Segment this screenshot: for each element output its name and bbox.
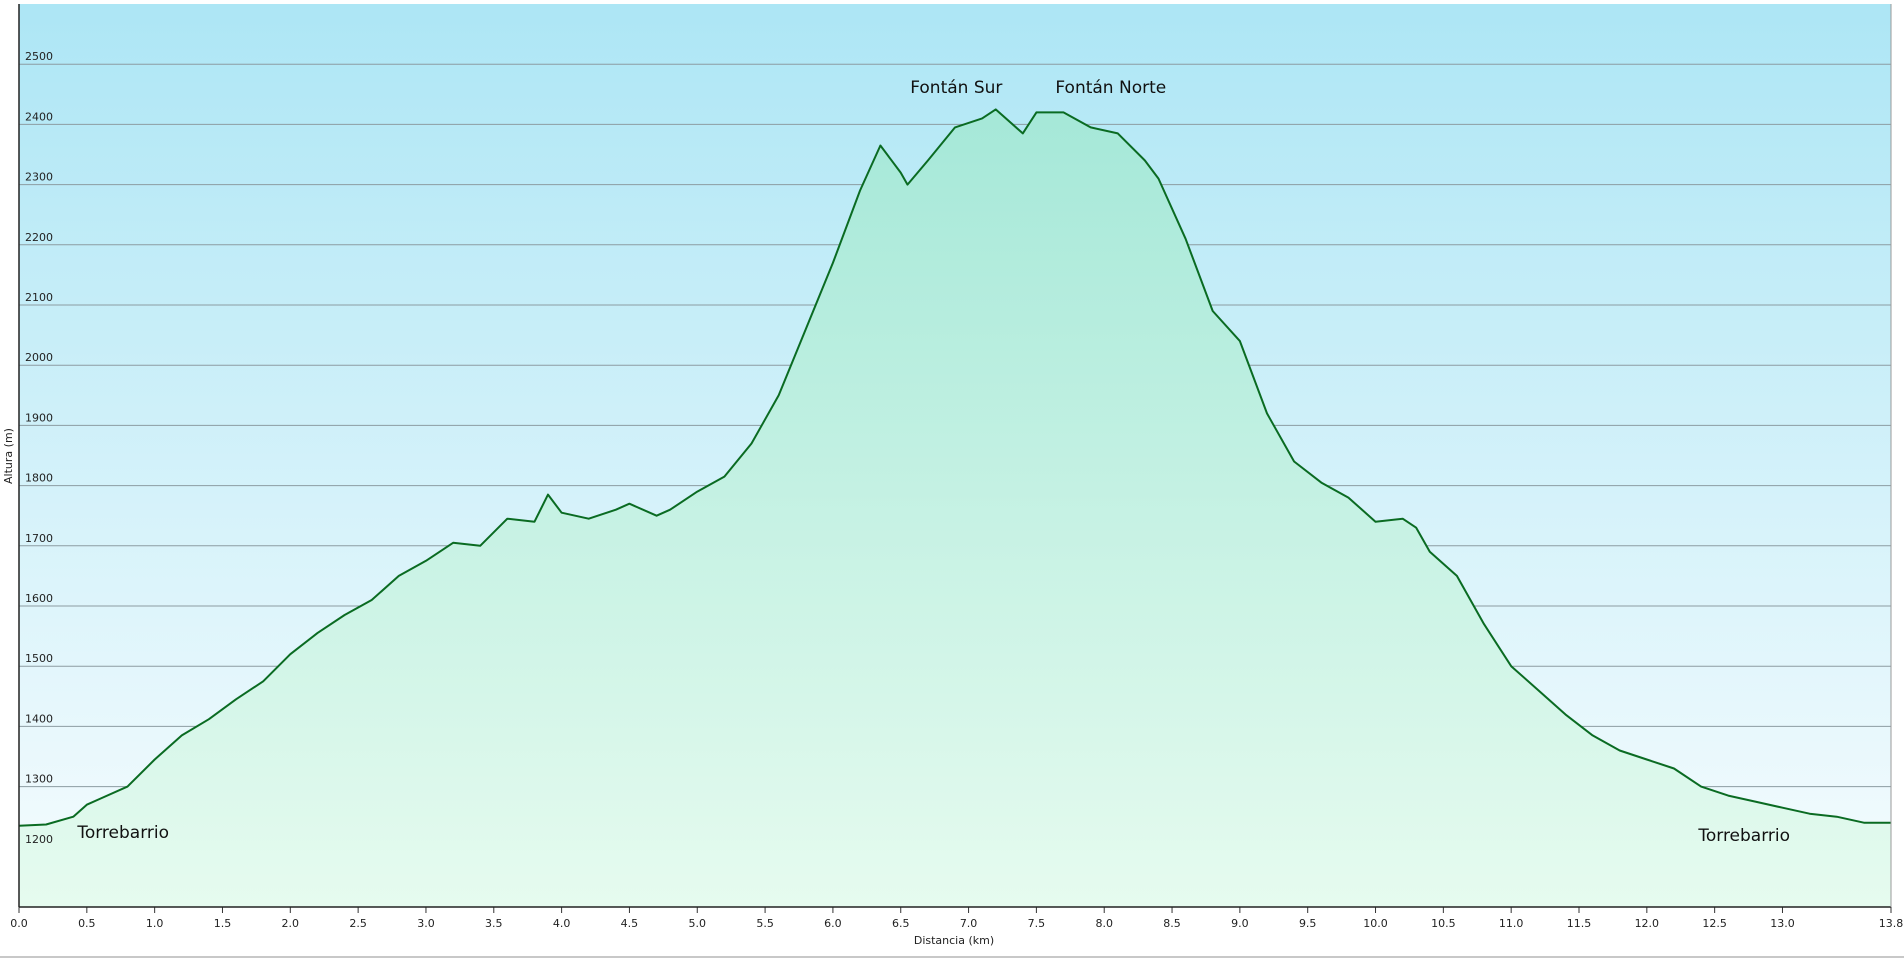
x-tick-label: 1.0 xyxy=(146,917,164,930)
x-tick-label: 1.5 xyxy=(214,917,232,930)
x-tick-label: 13.0 xyxy=(1770,917,1795,930)
annotation: Torrebarrio xyxy=(1697,826,1790,846)
y-tick-label: 2300 xyxy=(25,171,53,184)
x-tick-label: 11.5 xyxy=(1567,917,1592,930)
y-tick-label: 2200 xyxy=(25,231,53,244)
x-tick-label: 6.0 xyxy=(824,917,842,930)
x-tick-label: 11.0 xyxy=(1499,917,1524,930)
x-tick-label: 3.0 xyxy=(417,917,435,930)
x-tick-label: 9.0 xyxy=(1231,917,1249,930)
x-tick-label: 2.5 xyxy=(349,917,367,930)
x-tick-label: 4.5 xyxy=(621,917,639,930)
x-tick-label: 0.0 xyxy=(10,917,28,930)
x-tick-label: 13.8 xyxy=(1879,917,1904,930)
x-tick-label: 4.0 xyxy=(553,917,571,930)
x-tick-label: 6.5 xyxy=(892,917,910,930)
x-tick-label: 3.5 xyxy=(485,917,503,930)
y-tick-label: 1600 xyxy=(25,592,53,605)
x-tick-label: 8.0 xyxy=(1095,917,1113,930)
x-tick-label: 12.0 xyxy=(1635,917,1660,930)
y-tick-label: 1900 xyxy=(25,411,53,424)
y-tick-label: 1300 xyxy=(25,773,53,786)
y-tick-label: 1500 xyxy=(25,652,53,665)
profile-line xyxy=(18,108,1891,827)
x-tick-label: 2.0 xyxy=(282,917,300,930)
y-tick-label: 2000 xyxy=(25,351,53,364)
y-axis-label: Altura (m) xyxy=(2,428,15,484)
marks xyxy=(18,108,1891,907)
labels: 1200 1300 1400 1500 1600 1700 1800 1900 2000 2100… xyxy=(10,4,1903,930)
annotation: Fontán Norte xyxy=(1055,78,1166,98)
y-tick-label: 1800 xyxy=(25,472,53,485)
x-tick-label: 8.5 xyxy=(1163,917,1181,930)
annotation: Torrebarrio xyxy=(76,823,169,843)
x-tick-label: 7.0 xyxy=(960,917,978,930)
x-tick-label: 5.5 xyxy=(756,917,774,930)
y-tick-label: 1400 xyxy=(25,712,53,725)
x-tick-label: 10.0 xyxy=(1363,917,1388,930)
x-tick-label: 12.5 xyxy=(1702,917,1727,930)
x-tick-label: 7.5 xyxy=(1028,917,1046,930)
x-tick-label: 5.0 xyxy=(689,917,707,930)
x-axis-label: Distancia (km) xyxy=(914,934,994,947)
y-tick-label: 2100 xyxy=(25,291,53,304)
y-tick-label: 1700 xyxy=(25,532,53,545)
x-tick-label: 10.5 xyxy=(1431,917,1456,930)
y-tick-label: 2500 xyxy=(25,50,53,63)
y-tick-label: 1200 xyxy=(25,833,53,846)
x-tick-label: 9.5 xyxy=(1299,917,1317,930)
x-tick-label: 0.5 xyxy=(78,917,96,930)
annotation: Fontán Sur xyxy=(910,78,1002,98)
area-fill xyxy=(19,109,1891,907)
y-tick-label: 2400 xyxy=(25,110,53,123)
